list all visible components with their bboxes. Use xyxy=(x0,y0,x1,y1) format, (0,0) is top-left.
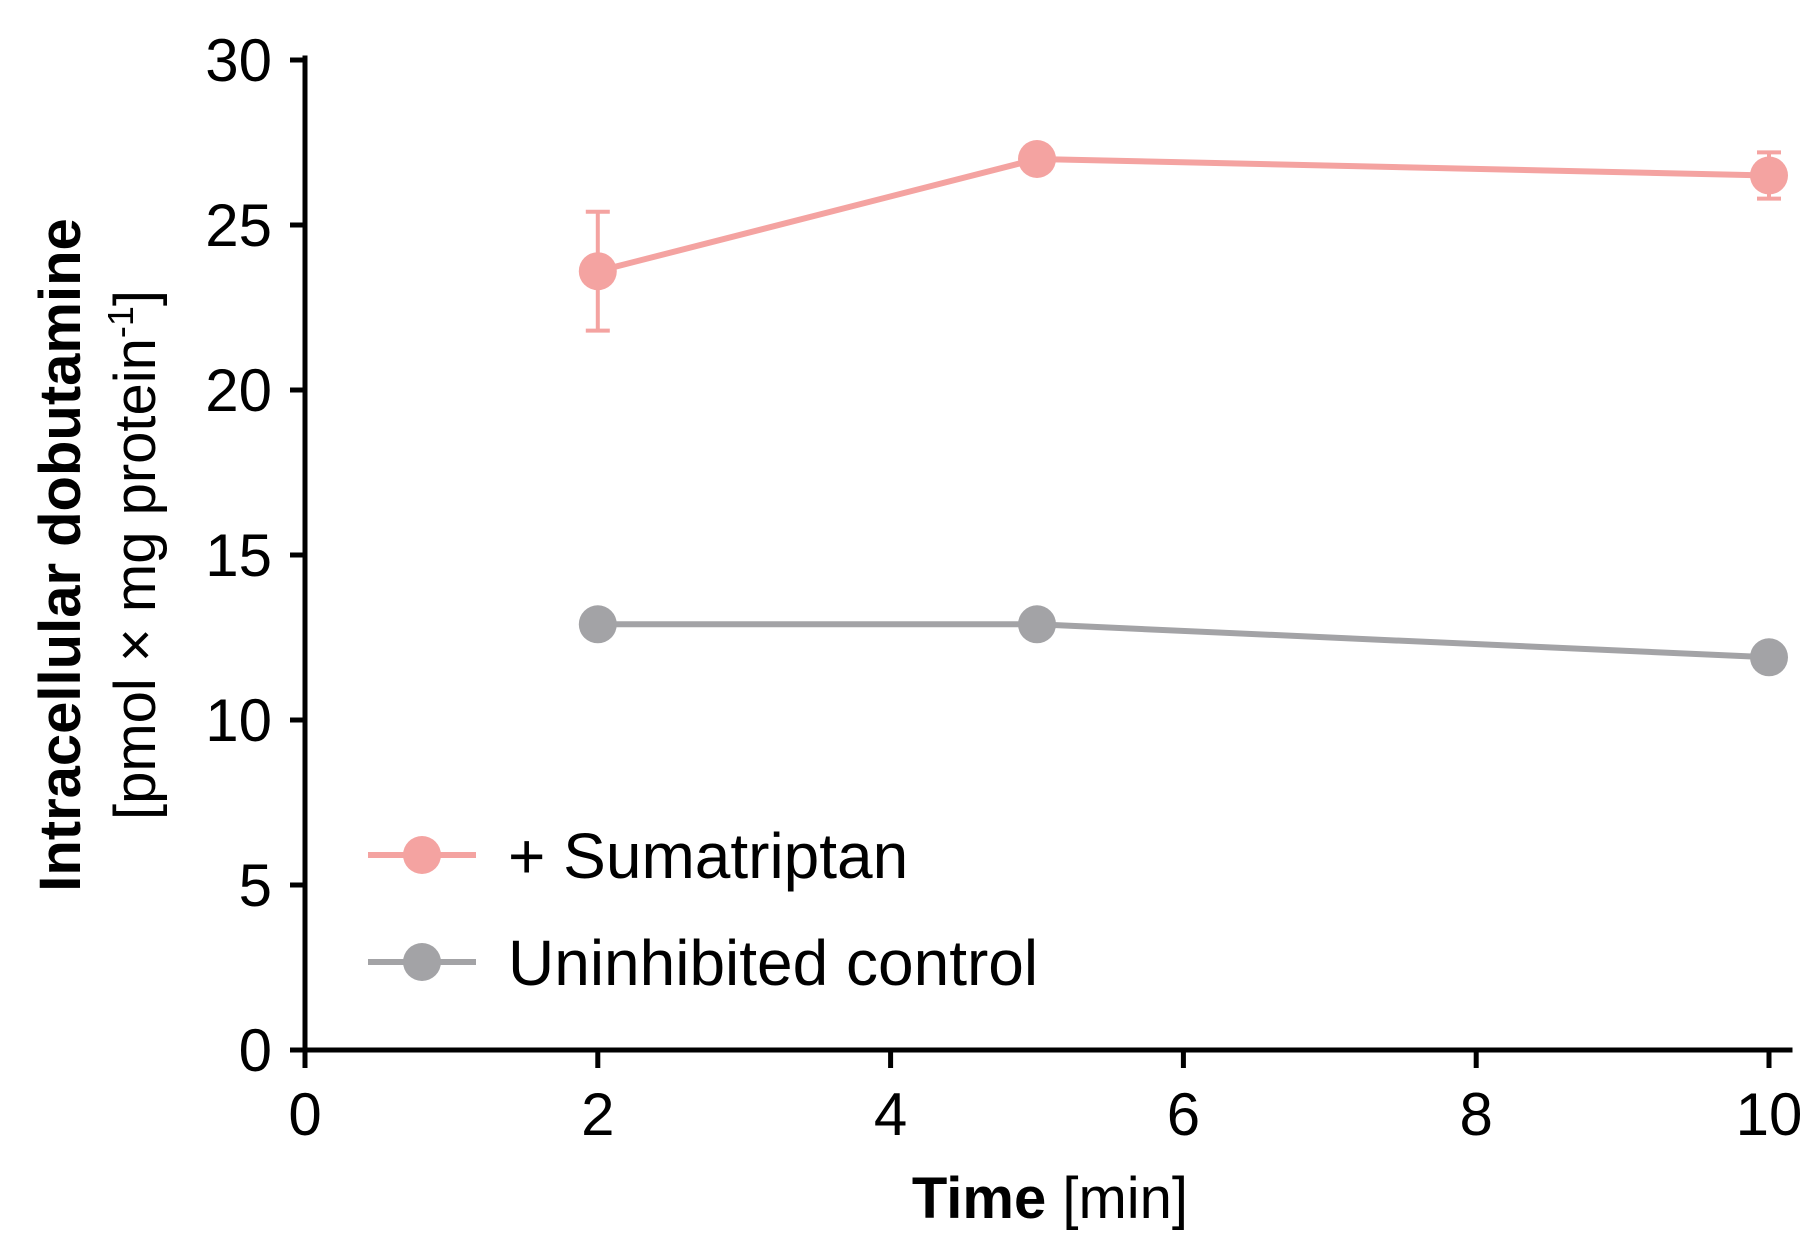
series-line-1 xyxy=(597,621,1770,661)
x-tick-label-8: 8 xyxy=(1460,1081,1493,1148)
data-point-0-0 xyxy=(578,252,617,291)
x-axis-title-unit: [min] xyxy=(1046,1166,1188,1231)
x-tick-label-2: 2 xyxy=(581,1081,614,1148)
x-tick-label-0: 0 xyxy=(288,1081,321,1148)
y-axis-title-group: Intracellular dobutamine xyxy=(28,218,93,892)
series-line-0 xyxy=(597,156,1770,275)
x-tick-label-4: 4 xyxy=(874,1081,907,1148)
y-axis-unit-group: [pmol × mg protein-1] xyxy=(100,290,168,820)
legend-marker-1 xyxy=(403,943,441,981)
axes xyxy=(302,55,1793,1053)
legend-item-1: Uninhibited control xyxy=(368,927,1038,999)
y-tick-label-15: 15 xyxy=(205,522,272,589)
legend-label-1: Uninhibited control xyxy=(508,927,1038,999)
data-point-1-0 xyxy=(578,605,617,644)
y-axis-title-line1: Intracellular dobutamine xyxy=(28,218,93,892)
y-tick-label-30: 30 xyxy=(205,27,272,94)
legend-marker-0 xyxy=(403,836,441,874)
data-point-0-1 xyxy=(1018,140,1056,178)
ticks: 0 5 10 15 20 25 30 0 2 4 6 8 10 xyxy=(205,27,1802,1148)
y-axis-unit-end: ] xyxy=(103,290,168,306)
series-1 xyxy=(578,605,1788,677)
x-axis-title: Time [min] xyxy=(912,1166,1188,1231)
y-tick-label-10: 10 xyxy=(205,687,272,754)
y-axis-unit-sup: -1 xyxy=(100,306,141,338)
y-axis-title-line2: [pmol × mg protein-1] xyxy=(100,290,168,820)
y-tick-label-25: 25 xyxy=(205,192,272,259)
legend-item-0: + Sumatriptan xyxy=(368,820,908,892)
legend-label-0: + Sumatriptan xyxy=(508,820,908,892)
data-point-1-1 xyxy=(1018,605,1056,644)
y-tick-label-0: 0 xyxy=(239,1017,272,1084)
series-0 xyxy=(578,140,1788,333)
series-layer xyxy=(578,140,1788,677)
x-tick-label-10: 10 xyxy=(1736,1081,1803,1148)
y-tick-label-20: 20 xyxy=(205,357,272,424)
x-axis-title-bold: Time xyxy=(912,1166,1046,1231)
legend: + Sumatriptan Uninhibited control xyxy=(368,820,1038,999)
data-point-0-2 xyxy=(1750,156,1788,195)
y-axis-unit-main: [pmol × mg protein xyxy=(103,338,168,820)
x-tick-label-6: 6 xyxy=(1167,1081,1200,1148)
y-tick-label-5: 5 xyxy=(239,852,272,919)
data-point-1-2 xyxy=(1750,638,1788,677)
